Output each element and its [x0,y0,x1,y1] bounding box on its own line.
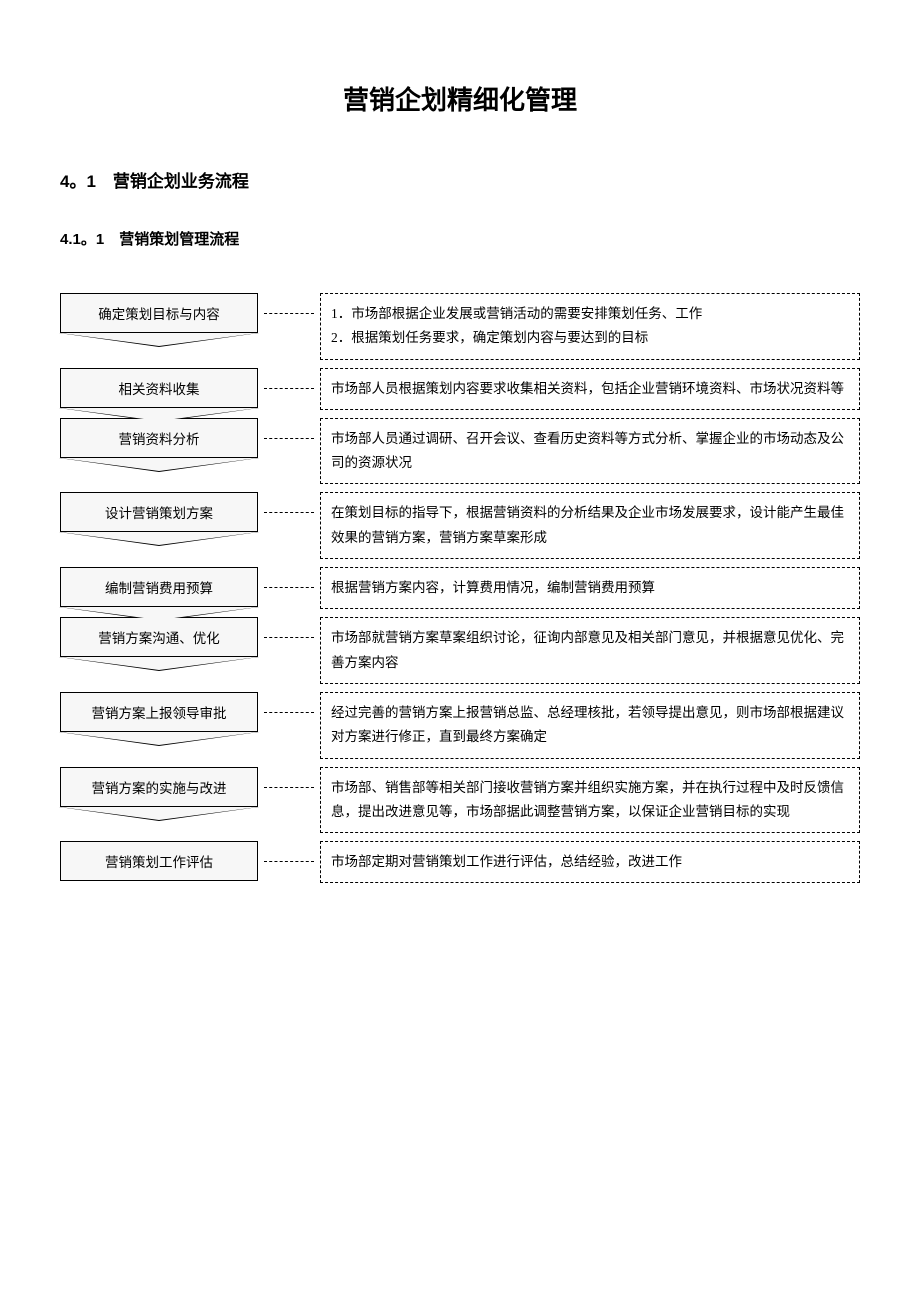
step-wrap: 营销策划工作评估 [60,841,258,881]
connector-line [264,587,314,588]
description-line: 市场部、销售部等相关部门接收营销方案并组织实施方案，并在执行过程中及时反馈信息，… [331,776,849,825]
step-wrap: 营销方案上报领导审批 [60,692,258,732]
step-wrap: 营销资料分析 [60,418,258,458]
connector-line [264,637,314,638]
description-line: 在策划目标的指导下，根据营销资料的分析结果及企业市场发展要求，设计能产生最佳效果… [331,501,849,550]
flow-row: 营销方案沟通、优化 市场部就营销方案草案组织讨论，征询内部意见及相关部门意见，并根… [60,617,860,684]
connector-line [264,388,314,389]
flow-step: 营销方案的实施与改进 [60,767,258,807]
step-wrap: 相关资料收集 [60,368,258,408]
flow-step: 设计营销策划方案 [60,492,258,532]
section-heading: 4。1 营销企划业务流程 [60,167,860,192]
step-wrap: 编制营销费用预算 [60,567,258,607]
flow-row: 营销方案的实施与改进 市场部、销售部等相关部门接收营销方案并组织实施方案，并在执行… [60,767,860,834]
flow-step-description: 市场部人员根据策划内容要求收集相关资料，包括企业营销环境资料、市场状况资料等 [320,368,860,410]
flow-row: 营销方案上报领导审批 经过完善的营销方案上报营销总监、总经理核批，若领导提出意见，… [60,692,860,759]
flow-step: 营销方案上报领导审批 [60,692,258,732]
connector-line [264,787,314,788]
flow-step: 营销方案沟通、优化 [60,617,258,657]
description-line: 市场部定期对营销策划工作进行评估，总结经验，改进工作 [331,850,849,874]
step-wrap: 确定策划目标与内容 [60,293,258,333]
description-line: 市场部就营销方案草案组织讨论，征询内部意见及相关部门意见，并根据意见优化、完善方… [331,626,849,675]
flow-step: 确定策划目标与内容 [60,293,258,333]
flow-step-description: 经过完善的营销方案上报营销总监、总经理核批，若领导提出意见，则市场部根据建议对方… [320,692,860,759]
flow-row: 确定策划目标与内容 1．市场部根据企业发展或营销活动的需要安排策划任务、工作2．根… [60,293,860,360]
step-wrap: 营销方案的实施与改进 [60,767,258,807]
flow-step-description: 1．市场部根据企业发展或营销活动的需要安排策划任务、工作2．根据策划任务要求，确… [320,293,860,360]
description-line: 2．根据策划任务要求，确定策划内容与要达到的目标 [331,326,849,350]
subsection-heading: 4.1。1 营销策划管理流程 [60,228,860,249]
flow-row: 相关资料收集 市场部人员根据策划内容要求收集相关资料，包括企业营销环境资料、市场状… [60,368,860,410]
flow-row: 营销资料分析 市场部人员通过调研、召开会议、查看历史资料等方式分析、掌握企业的市场… [60,418,860,485]
flow-step-description: 市场部人员通过调研、召开会议、查看历史资料等方式分析、掌握企业的市场动态及公司的… [320,418,860,485]
description-line: 根据营销方案内容，计算费用情况，编制营销费用预算 [331,576,849,600]
flow-step: 营销策划工作评估 [60,841,258,881]
description-line: 市场部人员根据策划内容要求收集相关资料，包括企业营销环境资料、市场状况资料等 [331,377,849,401]
description-line: 市场部人员通过调研、召开会议、查看历史资料等方式分析、掌握企业的市场动态及公司的… [331,427,849,476]
flow-step: 编制营销费用预算 [60,567,258,607]
step-wrap: 营销方案沟通、优化 [60,617,258,657]
connector-line [264,512,314,513]
step-wrap: 设计营销策划方案 [60,492,258,532]
page-title: 营销企划精细化管理 [60,80,860,117]
flow-step: 相关资料收集 [60,368,258,408]
connector-line [264,861,314,862]
description-line: 经过完善的营销方案上报营销总监、总经理核批，若领导提出意见，则市场部根据建议对方… [331,701,849,750]
connector-line [264,712,314,713]
flow-step-description: 根据营销方案内容，计算费用情况，编制营销费用预算 [320,567,860,609]
flow-step: 营销资料分析 [60,418,258,458]
connector-line [264,313,314,314]
flow-step-description: 在策划目标的指导下，根据营销资料的分析结果及企业市场发展要求，设计能产生最佳效果… [320,492,860,559]
flow-row: 编制营销费用预算 根据营销方案内容，计算费用情况，编制营销费用预算 [60,567,860,609]
flowchart: 确定策划目标与内容 1．市场部根据企业发展或营销活动的需要安排策划任务、工作2．根… [60,293,860,883]
connector-line [264,438,314,439]
flow-step-description: 市场部、销售部等相关部门接收营销方案并组织实施方案，并在执行过程中及时反馈信息，… [320,767,860,834]
description-line: 1．市场部根据企业发展或营销活动的需要安排策划任务、工作 [331,302,849,326]
flow-row: 营销策划工作评估 市场部定期对营销策划工作进行评估，总结经验，改进工作 [60,841,860,883]
flow-row: 设计营销策划方案 在策划目标的指导下，根据营销资料的分析结果及企业市场发展要求，设… [60,492,860,559]
flow-step-description: 市场部就营销方案草案组织讨论，征询内部意见及相关部门意见，并根据意见优化、完善方… [320,617,860,684]
flow-step-description: 市场部定期对营销策划工作进行评估，总结经验，改进工作 [320,841,860,883]
